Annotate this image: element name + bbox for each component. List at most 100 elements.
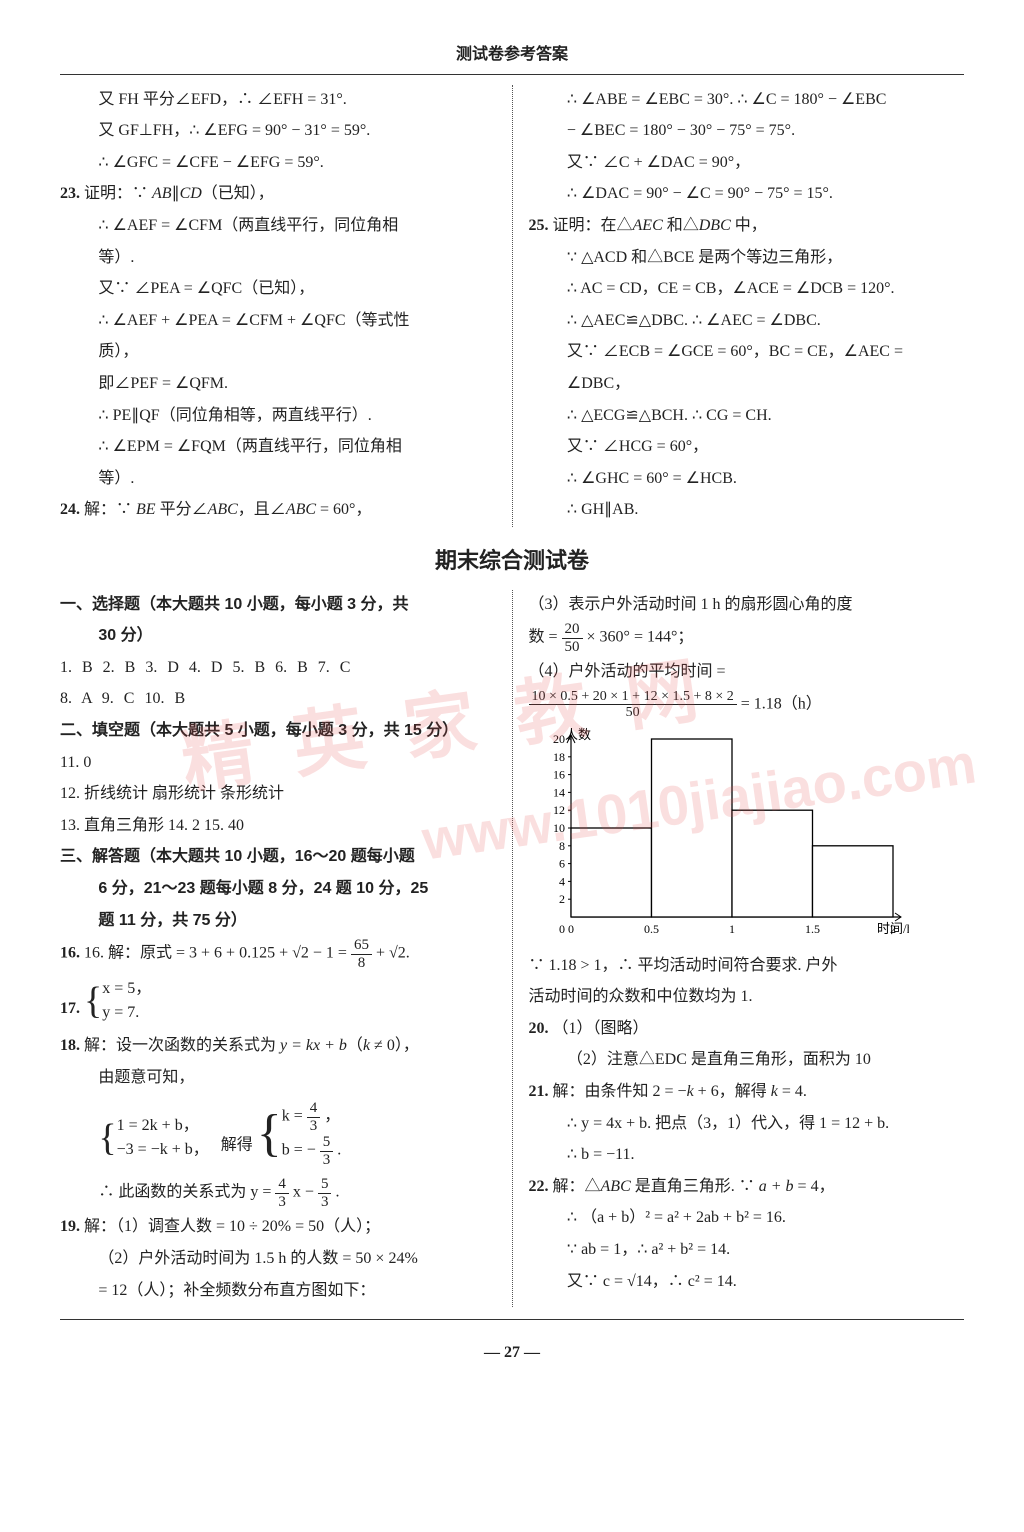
- case-line: x = 5，: [102, 977, 151, 1001]
- t: 证明：∵ AB∥CD（已知），: [84, 185, 274, 202]
- q18-end: ∴ 此函数的关系式为 y = 4 3 x − 5 3 .: [60, 1176, 496, 1210]
- t: 解：（1）调查人数 = 10 ÷ 20% = 50（人）；: [84, 1218, 380, 1235]
- qnum: 17.: [60, 1000, 80, 1017]
- t: ∴ ∠ABE = ∠EBC = 30°. ∴ ∠C = 180° − ∠EBC: [529, 85, 965, 115]
- frac-num: 65: [351, 937, 372, 955]
- fraction: 5 3: [318, 1176, 332, 1210]
- t: 数 = 20 50 × 360° = 144°；: [529, 621, 965, 655]
- frac-num: 20: [562, 621, 583, 639]
- svg-text:时间/h: 时间/h: [877, 921, 909, 936]
- t: （2）注意△EDC 是直角三角形，面积为 10: [529, 1045, 965, 1075]
- svg-text:8: 8: [559, 838, 565, 852]
- t: 证明：在△AEC 和△DBC 中，: [553, 217, 767, 234]
- sec3-header: 题 11 分，共 75 分）: [60, 906, 496, 936]
- frac-num: 10 × 0.5 + 20 × 1 + 12 × 1.5 + 8 × 2: [529, 689, 737, 705]
- frac-den: 3: [307, 1118, 321, 1135]
- t: ∵ △ACD 和△BCE 是两个等边三角形，: [529, 243, 965, 273]
- t: 又 GF⊥FH，∴ ∠EFG = 90° − 31° = 59°.: [60, 116, 496, 146]
- t: 等）.: [60, 243, 496, 273]
- q18: 18. 解：设一次函数的关系式为 y = kx + b（k ≠ 0），: [60, 1031, 496, 1061]
- svg-text:1: 1: [729, 922, 735, 936]
- t: ∴ ∠DAC = 90° − ∠C = 90° − 75° = 15°.: [529, 179, 965, 209]
- q16-tail: + √2.: [376, 945, 410, 962]
- t: 解：设一次函数的关系式为 y = kx + b（k ≠ 0），: [84, 1037, 419, 1054]
- case-line: k = 4 3 ，: [282, 1100, 342, 1134]
- t: ∴ PE∥QF（同位角相等，两直线平行）.: [60, 401, 496, 431]
- q20: 20. （1）（图略）: [529, 1014, 965, 1044]
- t: ∴ ∠AEF + ∠PEA = ∠CFM + ∠QFC（等式性: [60, 306, 496, 336]
- case-line: b = − 5 3 .: [282, 1134, 342, 1168]
- t: ∴ （a + b）² = a² + 2ab + b² = 16.: [529, 1203, 965, 1233]
- t: ∴ ∠GFC = ∠CFE − ∠EFG = 59°.: [60, 148, 496, 178]
- q21: 21. 解：由条件知 2 = −k + 6，解得 k = 4.: [529, 1077, 965, 1107]
- histogram-svg: 246810121416182000.511.52人数时间/h0: [529, 727, 909, 947]
- t: ∴ y = 4x + b. 把点（3，1）代入，得 1 = 12 + b.: [529, 1109, 965, 1139]
- t: × 360° = 144°；: [587, 629, 694, 646]
- q22: 22. 解：△ABC 是直角三角形. ∵ a + b = 4，: [529, 1172, 965, 1202]
- t: ∠DBC，: [529, 369, 965, 399]
- svg-text:18: 18: [553, 749, 565, 763]
- t: 质），: [60, 337, 496, 367]
- rule-bottom: [60, 1319, 964, 1320]
- section-title: 期末综合测试卷: [60, 541, 964, 582]
- sec2-header: 二、填空题（本大题共 5 小题，每小题 3 分，共 15 分）: [60, 716, 496, 746]
- t: = 12（人）；补全频数分布直方图如下：: [60, 1276, 496, 1306]
- case-line: y = 7.: [102, 1001, 151, 1025]
- column-divider-bottom: [512, 590, 513, 1308]
- t: 10 × 0.5 + 20 × 1 + 12 × 1.5 + 8 × 2 50 …: [529, 689, 965, 721]
- bottom-left-col: 一、选择题（本大题共 10 小题，每小题 3 分，共 30 分） 1. B 2.…: [60, 590, 496, 1308]
- frac-num: 4: [307, 1100, 321, 1118]
- q17: 17. { x = 5， y = 7.: [60, 977, 496, 1025]
- t: 等）.: [60, 464, 496, 494]
- t: ∴ ∠GHC = 60° = ∠HCB.: [529, 464, 965, 494]
- svg-text:6: 6: [559, 856, 565, 870]
- qnum: 19.: [60, 1218, 80, 1235]
- qnum: 18.: [60, 1037, 80, 1054]
- case-system: { k = 4 3 ， b = −: [257, 1100, 342, 1168]
- svg-text:16: 16: [553, 767, 565, 781]
- case-line: −3 = −k + b，: [117, 1138, 209, 1162]
- page-number: — 27 —: [60, 1338, 964, 1368]
- t: ∴ 此函数的关系式为 y =: [98, 1184, 275, 1201]
- t: 又∵ ∠C + ∠DAC = 90°，: [529, 148, 965, 178]
- t: 即∠PEF = ∠QFM.: [60, 369, 496, 399]
- q16: 16. 16. 解：原式 = 3 + 6 + 0.125 + √2 − 1 = …: [60, 937, 496, 971]
- sec3-header: 6 分，21～23 题每小题 8 分，24 题 10 分，25: [60, 874, 496, 904]
- t: 由题意可知，: [60, 1063, 496, 1093]
- t: ∴ AC = CD，CE = CB，∠ACE = ∠DCB = 120°.: [529, 274, 965, 304]
- q24: 24. 解：∵ BE 平分∠ABC，且∠ABC = 60°，: [60, 495, 496, 525]
- t: ∴ △ECG≌△BCH. ∴ CG = CH.: [529, 401, 965, 431]
- brace-icon: {: [98, 1121, 116, 1155]
- frac-den: 3: [275, 1194, 289, 1211]
- fraction: 5 3: [320, 1134, 334, 1168]
- frac-den: 3: [320, 1152, 334, 1169]
- t: x −: [293, 1184, 318, 1201]
- t: b = −: [282, 1142, 316, 1159]
- top-right-col: ∴ ∠ABE = ∠EBC = 30°. ∴ ∠C = 180° − ∠EBC …: [529, 85, 965, 527]
- frac-num: 4: [275, 1176, 289, 1194]
- case-body: x = 5， y = 7.: [102, 977, 151, 1025]
- brace-icon: {: [84, 984, 102, 1018]
- t: 又 FH 平分∠EFD，∴ ∠EFH = 31°.: [60, 85, 496, 115]
- case-system: { x = 5， y = 7.: [84, 977, 151, 1025]
- svg-text:20: 20: [553, 732, 565, 746]
- svg-text:1.5: 1.5: [805, 922, 820, 936]
- t: ，: [324, 1108, 340, 1125]
- qnum: 22.: [529, 1178, 549, 1195]
- t: （2）户外活动时间为 1.5 h 的人数 = 50 × 24%: [60, 1244, 496, 1274]
- t: （3）表示户外活动时间 1 h 的扇形圆心角的度: [529, 590, 965, 620]
- column-divider-top: [512, 85, 513, 527]
- t: 解：∵ BE 平分∠ABC，且∠ABC = 60°，: [84, 501, 371, 518]
- frac-den: 8: [351, 955, 372, 972]
- q12: 12. 折线统计 扇形统计 条形统计: [60, 779, 496, 809]
- rule-top: [60, 74, 964, 75]
- t: 解：由条件知 2 = −k + 6，解得 k = 4.: [553, 1083, 807, 1100]
- bottom-right-col: （3）表示户外活动时间 1 h 的扇形圆心角的度 数 = 20 50 × 360…: [529, 590, 965, 1308]
- q16-text: 16. 解：原式 = 3 + 6 + 0.125 + √2 − 1 =: [84, 945, 351, 962]
- case-body: 1 = 2k + b， −3 = −k + b，: [117, 1114, 209, 1162]
- t: 又∵ ∠ECB = ∠GCE = 60°，BC = CE，∠AEC =: [529, 337, 965, 367]
- t: 又∵ ∠HCG = 60°，: [529, 432, 965, 462]
- q19: 19. 解：（1）调查人数 = 10 ÷ 20% = 50（人）；: [60, 1212, 496, 1242]
- sec1-header: 一、选择题（本大题共 10 小题，每小题 3 分，共: [60, 590, 496, 620]
- svg-text:人数: 人数: [565, 727, 591, 742]
